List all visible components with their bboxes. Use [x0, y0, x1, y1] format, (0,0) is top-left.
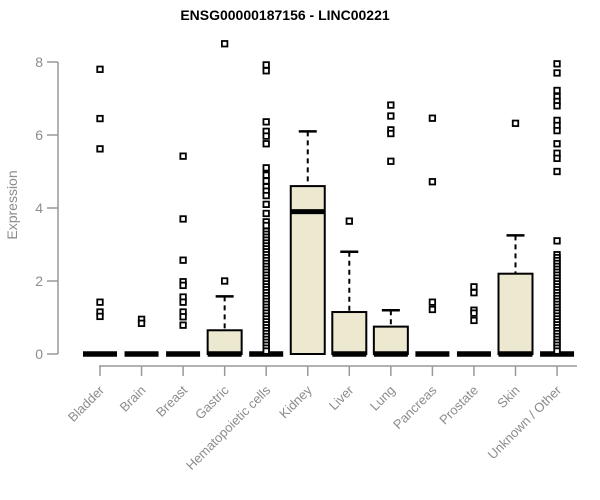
y-tick-label: 8 [35, 54, 43, 70]
outlier-point-unknown-other [553, 140, 561, 148]
outlier-point-hematopoietic-cells [262, 118, 270, 126]
outlier-point-hematopoietic-cells [262, 200, 270, 209]
y-tick-label: 6 [35, 127, 43, 143]
outlier-point-hematopoietic-cells [262, 221, 270, 230]
box-gastric [206, 329, 243, 355]
box-lung [372, 325, 409, 355]
outlier-point-breast [179, 298, 187, 306]
collapsed-box-bladder [83, 351, 117, 357]
collapsed-box-brain [124, 351, 159, 357]
chart-title: ENSG00000187156 - LINC00221 [180, 7, 390, 23]
outlier-point-bladder [96, 114, 104, 123]
outlier-point-hematopoietic-cells [262, 140, 270, 148]
outlier-point-prostate [470, 283, 478, 291]
x-tick-label-pancreas: Pancreas [390, 382, 440, 432]
x-tick-label-liver: Liver [326, 382, 357, 413]
box-liver [331, 311, 368, 355]
outlier-point-pancreas [428, 178, 437, 186]
x-tick-label-gastric: Gastric [192, 382, 232, 422]
outlier-point-liver [345, 217, 353, 225]
outlier-point-prostate [470, 316, 478, 325]
outlier-point-lung [387, 157, 395, 165]
x-tick-label-unknown-other: Unknown / Other [485, 382, 565, 462]
outlier-point-hematopoietic-cells [262, 61, 270, 69]
outlier-point-bladder [96, 65, 104, 73]
outlier-point-gastric [220, 277, 229, 285]
outlier-point-unknown-other [553, 154, 561, 163]
outlier-point-hematopoietic-cells [262, 132, 270, 140]
x-tick-label-bladder: Bladder [65, 382, 108, 425]
median-kidney [290, 209, 325, 215]
outlier-point-bladder [96, 312, 104, 321]
outlier-point-unknown-other [553, 60, 561, 68]
outlier-point-unknown-other [553, 69, 561, 77]
y-tick-label: 0 [35, 346, 43, 362]
x-tick-label-lung: Lung [367, 383, 398, 414]
outlier-point-gastric [220, 40, 229, 48]
collapsed-box-pancreas [415, 351, 450, 357]
outlier-point-unknown-other [553, 102, 561, 110]
median-lung [373, 351, 408, 357]
outlier-point-breast [179, 281, 187, 290]
x-tick-label-brain: Brain [117, 383, 149, 415]
outlier-point-hematopoietic-cells [262, 164, 270, 172]
outlier-point-hematopoietic-cells [262, 67, 270, 75]
outlier-point-unknown-other [553, 126, 561, 135]
outlier-point-pancreas [428, 305, 437, 314]
outlier-point-hematopoietic-cells [262, 347, 270, 355]
outlier-point-prostate [470, 289, 478, 297]
outlier-point-unknown-other [553, 86, 561, 95]
outlier-point-hematopoietic-cells [262, 171, 270, 179]
outlier-point-unknown-other [553, 167, 561, 176]
outlier-point-brain [137, 319, 146, 327]
outlier-point-unknown-other [553, 237, 561, 245]
median-gastric [207, 351, 242, 357]
outlier-point-breast [179, 152, 187, 160]
y-tick-label: 2 [35, 273, 43, 289]
outlier-point-breast [179, 215, 187, 223]
collapsed-box-breast [166, 351, 201, 357]
outlier-point-hematopoietic-cells [262, 209, 270, 218]
outlier-point-bladder [96, 145, 104, 153]
outlier-point-breast [179, 321, 187, 329]
x-tick-label-breast: Breast [153, 382, 190, 419]
median-liver [332, 351, 367, 357]
median-skin [498, 351, 533, 357]
collapsed-box-prostate [456, 351, 491, 357]
outlier-point-prostate [470, 309, 478, 317]
outlier-point-skin [511, 119, 520, 127]
outlier-point-lung [387, 129, 395, 138]
outlier-point-breast [179, 313, 187, 321]
y-tick-label: 4 [35, 200, 43, 216]
outlier-point-bladder [96, 298, 104, 306]
outlier-point-lung [387, 101, 395, 109]
outlier-point-breast [179, 256, 187, 264]
outlier-point-hematopoietic-cells [262, 177, 270, 185]
x-tick-label-skin: Skin [494, 383, 522, 411]
outlier-point-pancreas [428, 114, 437, 122]
outlier-point-unknown-other [553, 347, 561, 355]
outlier-point-lung [387, 112, 395, 120]
outlier-point-pancreas [428, 298, 437, 306]
box-skin [497, 272, 534, 356]
outlier-point-hematopoietic-cells [262, 191, 270, 200]
x-tick-label-kidney: Kidney [276, 382, 315, 421]
x-tick-label-prostate: Prostate [436, 383, 481, 428]
